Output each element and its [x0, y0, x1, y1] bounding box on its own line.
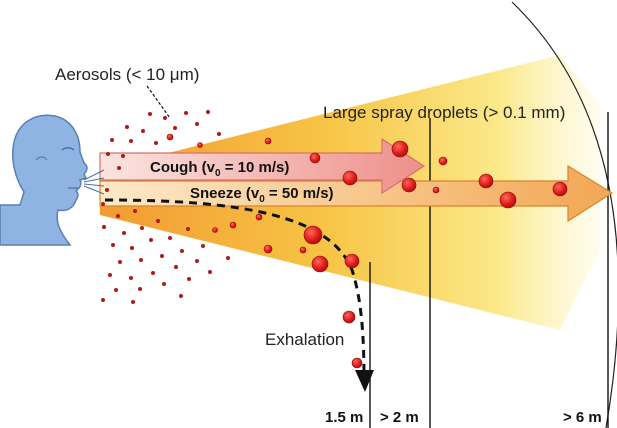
- large-droplets-label: Large spray droplets (> 0.1 mm): [323, 103, 565, 122]
- sneeze-arrow: [99, 164, 614, 223]
- aerosol-particles: [101, 110, 230, 304]
- cough-label: Cough (v0 = 10 m/s): [150, 159, 289, 179]
- distance-label-6m: > 6 m: [563, 409, 602, 426]
- exhalation-arrowhead: [355, 370, 374, 392]
- distance-label-2m: > 2 m: [380, 409, 419, 426]
- breath-streams: [83, 169, 105, 195]
- large-droplets: [166, 133, 568, 369]
- person-head-icon: [0, 114, 88, 246]
- sneeze-label: Sneeze (v0 = 50 m/s): [190, 185, 334, 205]
- aerosols-pointer: [146, 85, 171, 119]
- exhalation-label: Exhalation: [265, 330, 344, 349]
- six-meter-arc: [511, 1, 617, 428]
- distance-label-1-5m: 1.5 m: [325, 409, 363, 426]
- aerosols-label: Aerosols (< 10 μm): [55, 65, 199, 84]
